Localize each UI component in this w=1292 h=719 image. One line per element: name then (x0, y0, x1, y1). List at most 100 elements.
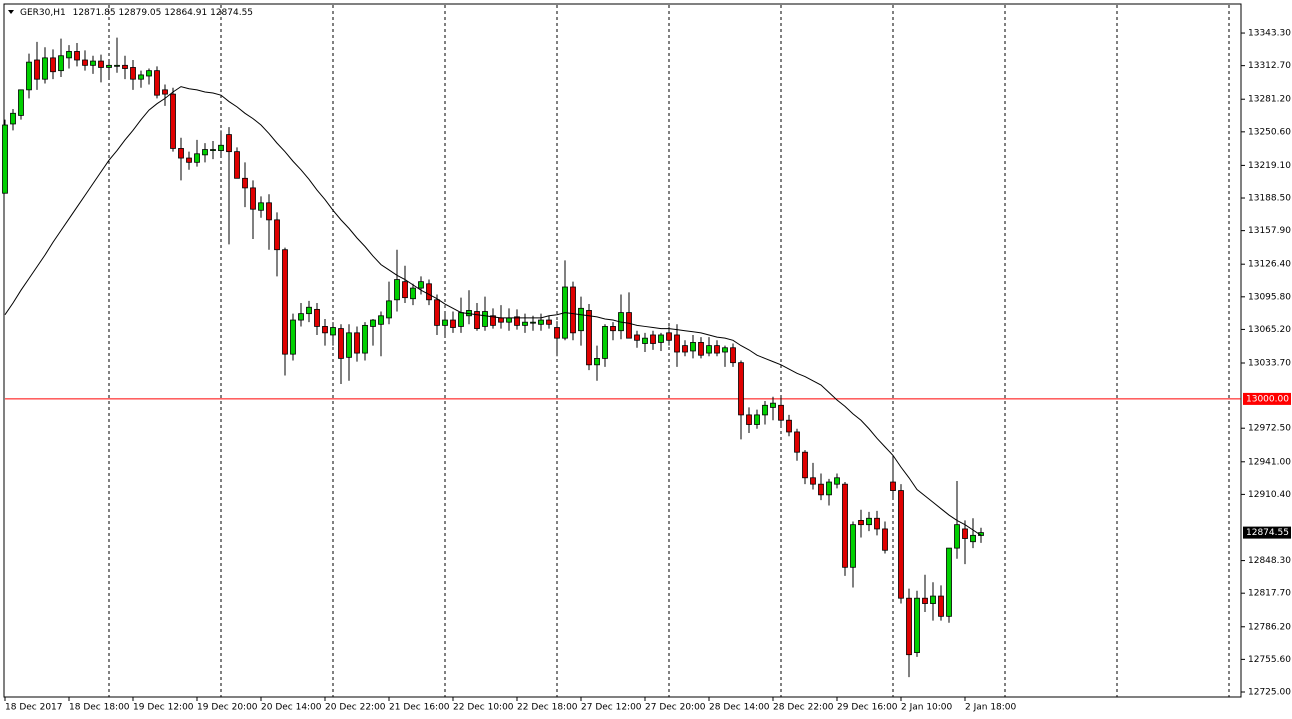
candle-body (658, 334, 664, 343)
candle-body (98, 60, 104, 68)
candle-body (506, 317, 512, 323)
header-open: 12871.85 (73, 8, 116, 18)
y-tick-label: 13157.90 (1248, 226, 1291, 236)
candle-body (594, 358, 600, 366)
candle-body (818, 483, 824, 496)
candle-body (378, 315, 384, 325)
y-tick-label: 13188.50 (1248, 194, 1291, 204)
y-tick-label: 12848.30 (1248, 556, 1291, 566)
candle-body (490, 315, 496, 326)
candle-body (34, 59, 40, 80)
candle-body (434, 299, 440, 326)
candle-body (442, 319, 448, 326)
candle-body (426, 283, 432, 301)
candle-body (114, 64, 120, 67)
candle-body (914, 597, 920, 653)
candle-body (474, 311, 480, 329)
candle-body (650, 334, 656, 344)
candle-body (450, 319, 456, 328)
candle-body (210, 149, 216, 151)
y-tick-label: 13312.70 (1248, 61, 1291, 71)
candle-body (458, 312, 464, 327)
candle-body (170, 93, 176, 149)
candle-body (762, 404, 768, 416)
candle-body (522, 321, 528, 326)
y-tick-label: 12725.00 (1248, 687, 1291, 697)
x-tick-label: 27 Dec 12:00 (581, 703, 642, 713)
candle-body (178, 148, 184, 159)
candle-body (682, 345, 688, 353)
y-tick-label: 12755.60 (1248, 655, 1291, 665)
y-tick-label: 12972.50 (1248, 424, 1291, 434)
price-label: 12874.55 (1246, 528, 1289, 538)
menu-arrow[interactable] (8, 10, 14, 14)
candle-body (194, 153, 200, 163)
candle-body (602, 326, 608, 359)
candle-body (298, 313, 304, 321)
level-label: 13000.00 (1246, 394, 1289, 404)
candle-body (258, 202, 264, 211)
candle-body (690, 342, 696, 352)
candle-body (362, 324, 368, 354)
candle-body (858, 520, 864, 526)
candle-body (866, 517, 872, 526)
candle-body (674, 334, 680, 353)
x-tick-label: 22 Dec 10:00 (453, 703, 514, 713)
candle-body (842, 483, 848, 568)
candle-body (386, 300, 392, 319)
y-tick-label: 13281.20 (1248, 95, 1291, 105)
candle-body (826, 481, 832, 496)
candle-body (810, 477, 816, 485)
candle-body (410, 287, 416, 300)
candle-body (250, 187, 256, 210)
candle-body (186, 157, 192, 163)
x-tick-label: 18 Dec 2017 (5, 703, 63, 713)
candle-body (122, 64, 128, 69)
candle-body (882, 528, 888, 551)
candle-body (802, 451, 808, 479)
x-tick-label: 22 Dec 18:00 (517, 703, 578, 713)
x-tick-label: 19 Dec 12:00 (133, 703, 194, 713)
candle-body (722, 347, 728, 353)
candle-body (946, 547, 952, 617)
candle-body (306, 306, 312, 315)
candle-body (290, 319, 296, 355)
candle-body (706, 345, 712, 354)
x-tick-label: 27 Dec 20:00 (645, 703, 706, 713)
candle-body (906, 597, 912, 656)
candle-body (938, 595, 944, 617)
candle-body (106, 64, 112, 68)
candle-body (202, 149, 208, 156)
x-tick-label: 28 Dec 14:00 (709, 703, 770, 713)
chart-header: GER30,H1 12871.85 12879.05 12864.91 1287… (20, 8, 253, 18)
x-tick-label: 20 Dec 22:00 (325, 703, 386, 713)
candle-body (570, 286, 576, 334)
candle-body (714, 345, 720, 354)
y-tick-label: 12910.40 (1248, 490, 1291, 500)
candle-body (90, 60, 96, 66)
x-tick-label: 28 Dec 22:00 (773, 703, 834, 713)
candle-body (402, 281, 408, 299)
candle-body (146, 70, 152, 77)
plot-frame (3, 3, 1242, 698)
y-tick-label: 13250.60 (1248, 127, 1291, 137)
candle-body (2, 124, 8, 194)
candle-body (330, 327, 336, 336)
y-tick-label: 13219.10 (1248, 161, 1291, 171)
candle-body (874, 517, 880, 530)
candle-body (930, 595, 936, 604)
candle-body (338, 328, 344, 359)
candle-body (898, 490, 904, 599)
candle-body (514, 316, 520, 326)
header-close: 12874.55 (210, 8, 253, 18)
candle-body (794, 431, 800, 453)
x-tick-label: 18 Dec 18:00 (69, 703, 130, 713)
candle-body (322, 326, 328, 334)
x-tick-label: 29 Dec 16:00 (837, 703, 898, 713)
candle-body (346, 332, 352, 358)
candle-body (354, 332, 360, 354)
candle-body (538, 319, 544, 325)
candle-body (666, 332, 672, 341)
x-tick-label: 19 Dec 20:00 (197, 703, 258, 713)
